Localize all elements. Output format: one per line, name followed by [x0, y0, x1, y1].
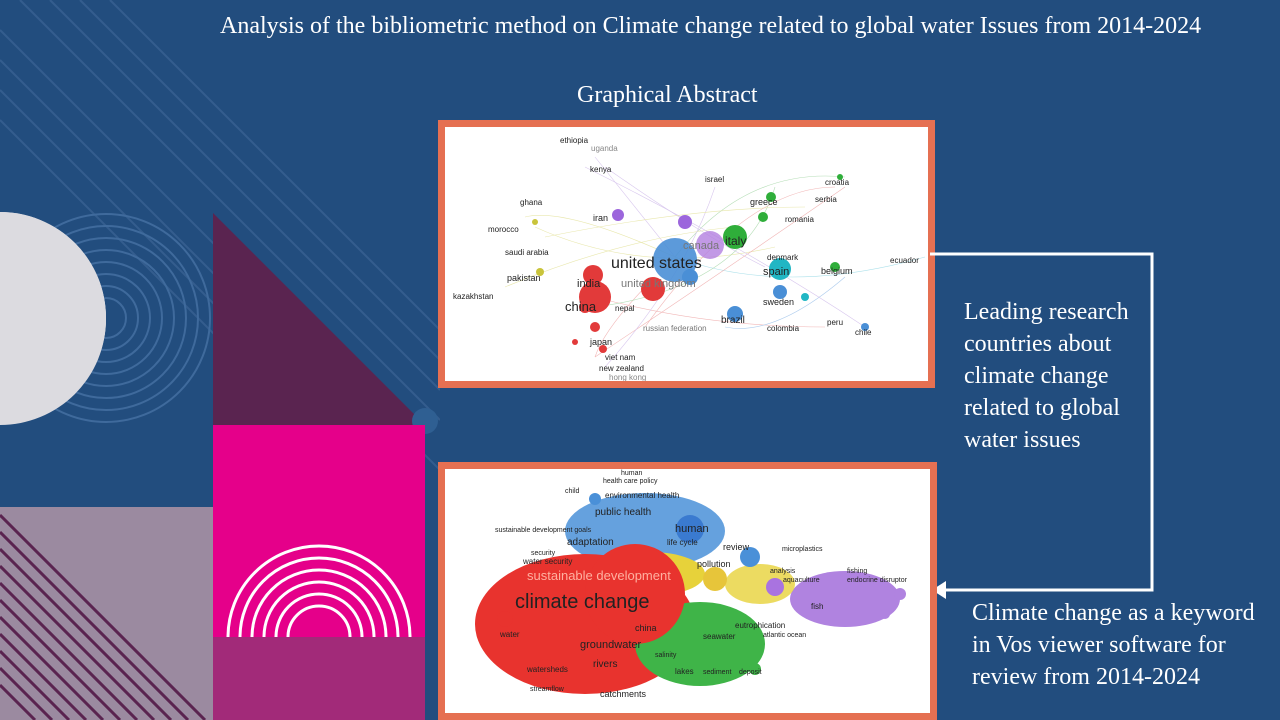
slide-subtitle: Graphical Abstract: [577, 82, 758, 108]
svg-text:pakistan: pakistan: [507, 273, 541, 283]
country-nodes: [532, 174, 869, 353]
svg-text:eutrophication: eutrophication: [735, 621, 785, 630]
svg-text:china: china: [635, 623, 657, 633]
country-network-svg: ethiopia uganda kenya israel croatia ser…: [453, 136, 926, 381]
svg-text:streamflow: streamflow: [530, 686, 565, 693]
svg-text:ghana: ghana: [520, 198, 543, 207]
svg-text:review: review: [723, 542, 750, 552]
svg-text:united states: united states: [611, 255, 702, 272]
svg-text:seawater: seawater: [703, 632, 736, 641]
svg-text:lakes: lakes: [675, 667, 694, 676]
svg-text:kenya: kenya: [590, 165, 612, 174]
svg-text:russian federation: russian federation: [643, 324, 707, 333]
svg-text:groundwater: groundwater: [580, 639, 641, 651]
keyword-network-map: human health care policy child environme…: [438, 462, 937, 720]
svg-text:kazakhstan: kazakhstan: [453, 292, 493, 301]
svg-text:saudi arabia: saudi arabia: [505, 248, 549, 257]
svg-text:serbia: serbia: [815, 195, 837, 204]
keyword-network-svg: human health care policy child environme…: [475, 470, 908, 699]
svg-text:japan: japan: [589, 337, 612, 347]
svg-text:pollution: pollution: [697, 559, 731, 569]
svg-text:ecuador: ecuador: [890, 256, 919, 265]
slide-title: Analysis of the bibliometric method on C…: [220, 13, 1202, 39]
stepped-triangle-lines: [0, 513, 207, 720]
diagonal-stripes: [0, 0, 440, 501]
svg-text:ethiopia: ethiopia: [560, 136, 589, 145]
svg-text:water security: water security: [522, 557, 572, 566]
svg-text:greece: greece: [750, 197, 778, 207]
svg-text:morocco: morocco: [488, 225, 519, 234]
svg-text:denmark: denmark: [767, 253, 799, 262]
svg-text:life cycle: life cycle: [667, 538, 698, 547]
svg-text:rivers: rivers: [593, 659, 617, 670]
svg-text:croatia: croatia: [825, 178, 850, 187]
connector-arrow: [930, 252, 1154, 599]
svg-text:sweden: sweden: [763, 297, 794, 307]
svg-text:spain: spain: [763, 266, 789, 278]
arc-lines: [226, 544, 412, 638]
svg-text:italy: italy: [725, 234, 746, 248]
keyword-clusters: [475, 493, 906, 694]
svg-text:fish: fish: [811, 602, 823, 611]
svg-text:deposit: deposit: [739, 669, 762, 676]
caption-keyword-map: Climate change as a keyword in Vos viewe…: [972, 600, 1255, 690]
svg-text:uganda: uganda: [591, 144, 618, 153]
svg-text:microplastics: microplastics: [782, 546, 823, 553]
plum-bottom-block: [213, 637, 425, 720]
svg-text:analysis: analysis: [770, 568, 796, 575]
svg-text:canada: canada: [683, 240, 720, 252]
svg-text:colombia: colombia: [767, 324, 800, 333]
svg-text:nepal: nepal: [615, 304, 635, 313]
svg-text:new zealand: new zealand: [599, 364, 644, 373]
svg-text:environmental health: environmental health: [605, 491, 679, 500]
svg-text:brazil: brazil: [721, 315, 745, 326]
svg-text:viet nam: viet nam: [605, 353, 636, 362]
svg-text:india: india: [577, 278, 601, 290]
svg-text:adaptation: adaptation: [567, 537, 614, 548]
country-labels: ethiopia uganda kenya israel croatia ser…: [453, 136, 919, 381]
svg-text:sustainable development goals: sustainable development goals: [495, 527, 592, 534]
svg-text:health care policy: health care policy: [603, 478, 658, 485]
plum-triangle: [213, 213, 425, 425]
svg-text:iran: iran: [593, 213, 608, 223]
svg-text:romania: romania: [785, 215, 814, 224]
svg-text:endocrine disruptor: endocrine disruptor: [847, 577, 908, 584]
svg-text:peru: peru: [827, 318, 843, 327]
decorative-left-panel: [0, 0, 440, 720]
svg-text:atlantic ocean: atlantic ocean: [763, 632, 806, 639]
svg-text:united kingdom: united kingdom: [621, 278, 696, 290]
svg-text:watersheds: watersheds: [526, 665, 568, 674]
caption-leading-countries: Leading research countries about climate…: [964, 299, 1129, 453]
svg-text:hong kong: hong kong: [609, 373, 646, 381]
svg-text:human: human: [675, 523, 709, 535]
svg-text:fishing: fishing: [847, 568, 867, 575]
svg-text:security: security: [531, 550, 556, 557]
svg-text:human: human: [621, 470, 643, 477]
svg-text:climate change: climate change: [515, 591, 650, 613]
svg-text:sediment: sediment: [703, 669, 731, 676]
svg-text:chile: chile: [855, 328, 872, 337]
svg-text:israel: israel: [705, 175, 724, 184]
svg-text:catchments: catchments: [600, 689, 647, 699]
keyword-labels: human health care policy child environme…: [495, 470, 908, 699]
svg-text:sustainable development: sustainable development: [527, 568, 671, 583]
country-network-map: ethiopia uganda kenya israel croatia ser…: [438, 120, 935, 388]
svg-text:belgium: belgium: [821, 266, 853, 276]
svg-text:child: child: [565, 488, 580, 495]
svg-text:aquaculture: aquaculture: [783, 577, 820, 584]
svg-text:public health: public health: [595, 507, 651, 518]
svg-text:china: china: [565, 299, 597, 314]
svg-text:salinity: salinity: [655, 652, 677, 659]
svg-text:water: water: [499, 630, 520, 639]
